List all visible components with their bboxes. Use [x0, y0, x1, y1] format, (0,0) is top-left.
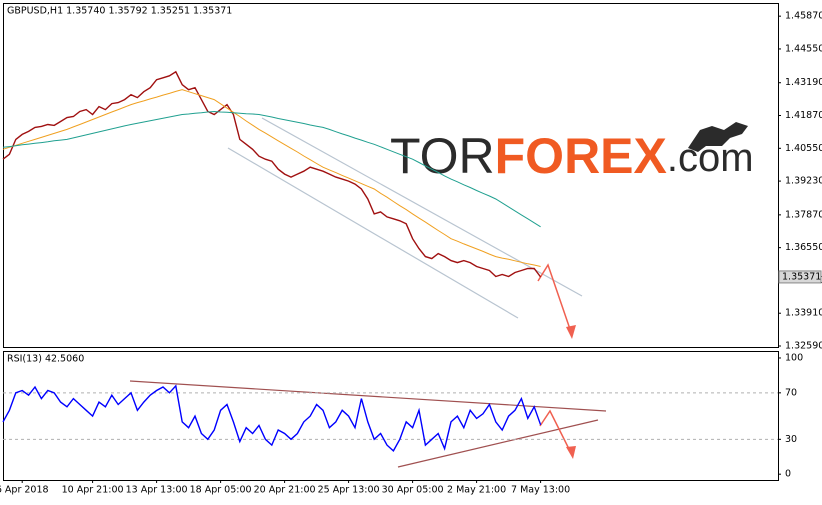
forecast-arrow [537, 263, 573, 336]
annotations [129, 117, 607, 468]
series-line [2, 384, 542, 453]
y-tick-label: 1.36550 [785, 242, 822, 253]
chart-title: GBPUSD,H1 1.35740 1.35792 1.35251 1.3537… [7, 6, 232, 17]
y-tick-label: 1.33910 [785, 308, 822, 319]
series-line [2, 70, 542, 278]
y-tick-label: 1.39230 [785, 176, 822, 187]
x-tick-label: 20 Apr 21:00 [254, 485, 316, 496]
y-tick-label: 70 [785, 387, 797, 398]
arrow-head [566, 446, 576, 459]
y-tick-label: 1.32590 [785, 341, 822, 352]
x-tick-label: 2 May 21:00 [447, 485, 506, 496]
last-price-box [778, 270, 822, 284]
rsi-panel-frame [3, 351, 779, 481]
y-tick-label: 1.41870 [785, 110, 822, 121]
x-tick-label: 18 Apr 05:00 [190, 485, 252, 496]
y-tick-label: 100 [785, 352, 803, 363]
channel-line [261, 117, 583, 297]
x-tick-label: 7 May 13:00 [511, 485, 570, 496]
y-tick-label: 1.40550 [785, 143, 822, 154]
chart-title: RSI(13) 42.5060 [7, 354, 84, 365]
x-tick-label: 10 Apr 21:00 [62, 485, 124, 496]
x-tick-label: 25 Apr 13:00 [318, 485, 380, 496]
watermark-com: .com [667, 136, 754, 180]
x-tick-label: 30 Apr 05:00 [382, 485, 444, 496]
y-tick-label: 1.37870 [785, 209, 822, 220]
y-tick-label: 1.44550 [785, 43, 822, 54]
y-tick-label: 30 [785, 434, 797, 445]
y-tick-label: 0 [785, 469, 791, 480]
series-line [2, 89, 541, 267]
last-price-label: 1.35371 [782, 271, 821, 282]
watermark-text: TORFOREX.com [390, 128, 754, 184]
price-panel-frame [3, 3, 779, 348]
y-tick-label: 1.43190 [785, 77, 822, 88]
rsi-trend-line [129, 380, 607, 412]
series-line [2, 110, 541, 228]
x-tick-label: 6 Apr 2018 [0, 485, 49, 496]
channel-line [227, 147, 519, 319]
arrow-head [566, 325, 576, 339]
watermark: TORFOREX.com [390, 122, 754, 184]
rsi-trend-line [397, 419, 599, 468]
bull-icon [688, 122, 748, 152]
x-tick-label: 13 Apr 13:00 [126, 485, 188, 496]
watermark-forex: FOREX [495, 128, 667, 184]
forecast-arrow [539, 409, 573, 456]
y-tick-label: 1.45870 [785, 11, 822, 22]
